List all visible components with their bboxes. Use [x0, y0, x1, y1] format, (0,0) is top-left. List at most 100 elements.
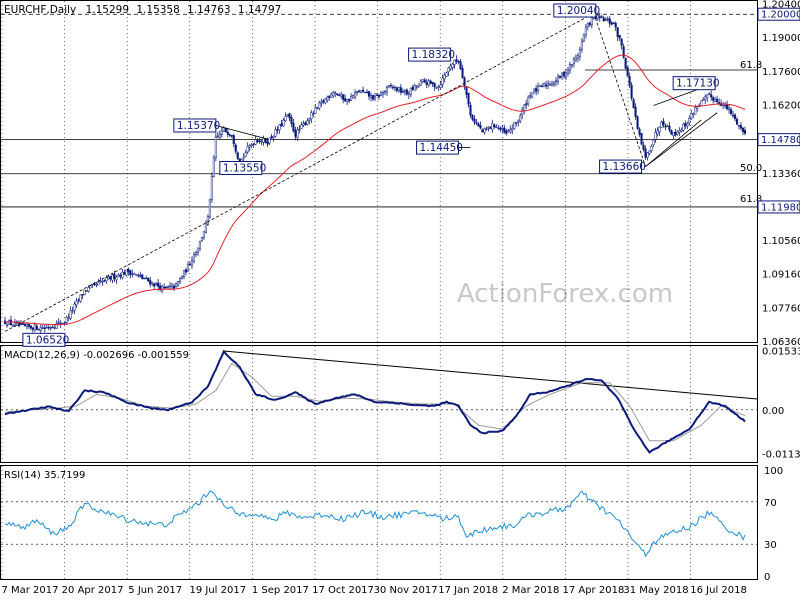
x-tick-label: 17 Jan 2018	[438, 585, 498, 596]
candle-body	[163, 287, 166, 289]
x-tick-label: 17 Apr 2018	[562, 585, 624, 596]
candle-body	[527, 97, 530, 104]
candle-body	[720, 103, 723, 106]
candle-body	[57, 321, 60, 324]
ohlc-close: 1.14797	[238, 4, 281, 16]
candle-body	[192, 254, 196, 262]
candle-body	[258, 140, 261, 142]
candle-body	[184, 269, 188, 273]
candle-body	[706, 94, 709, 99]
candle-body	[264, 138, 267, 143]
candle-body	[401, 91, 404, 93]
candle-body	[537, 85, 540, 91]
candle-body	[115, 276, 118, 281]
candle-body	[469, 104, 472, 116]
candle-body	[453, 60, 456, 65]
candle-body	[73, 303, 76, 311]
candle-body	[491, 123, 494, 130]
candle-body	[133, 273, 136, 275]
candle-body	[730, 109, 733, 115]
candle-body	[63, 322, 66, 324]
highlight-price-label: 1.14780	[761, 135, 800, 146]
candle-body	[165, 286, 168, 289]
x-tick-label: 31 May 2018	[623, 585, 688, 596]
candle-body	[465, 86, 468, 95]
candle-body	[379, 92, 383, 97]
candle-body	[694, 107, 697, 115]
candle-body	[682, 123, 685, 131]
candle-body	[708, 93, 711, 95]
candle-body	[477, 123, 480, 127]
candle-body	[584, 27, 587, 36]
candle-body	[588, 22, 591, 26]
candle-body	[173, 285, 176, 289]
candle-body	[123, 272, 126, 275]
candle-body	[467, 92, 470, 105]
price-labels: 1.20040 1.18320 1.17130 1.15370 1.14450 1.135…	[22, 3, 720, 347]
candle-body	[177, 281, 180, 286]
candle-body	[103, 280, 106, 282]
macd-line	[4, 349, 746, 454]
candle-body	[634, 106, 637, 117]
candle-body	[220, 130, 223, 135]
candle-body	[495, 126, 498, 128]
candle-body	[391, 86, 394, 89]
candle-body	[75, 300, 78, 306]
price-label-text: 1.13660	[603, 161, 646, 173]
candle-body	[550, 83, 554, 87]
rsi-tick-label: 70	[764, 498, 777, 509]
candle-body	[302, 123, 305, 126]
candle-body	[139, 274, 142, 277]
candle-body	[389, 84, 392, 87]
candle-body	[381, 92, 385, 95]
candle-body	[541, 85, 544, 88]
candle-body	[435, 87, 438, 89]
price-label: 1.20040	[553, 3, 600, 18]
candle-body	[67, 317, 70, 319]
candle-body	[734, 114, 737, 119]
candle-body	[680, 129, 683, 132]
candle-body	[5, 324, 9, 327]
candle-body	[393, 86, 396, 89]
candle-body	[69, 310, 72, 319]
candle-body	[358, 90, 361, 93]
candle-body	[179, 278, 182, 282]
candle-body	[230, 135, 233, 137]
macd-tick-label: -0.011344	[762, 450, 800, 461]
candle-body	[268, 137, 271, 144]
candle-body	[157, 282, 160, 287]
candle-body	[523, 104, 526, 111]
candle-body	[560, 72, 564, 77]
candle-body	[562, 71, 566, 77]
price-tick-label: 1.10560	[762, 236, 800, 247]
price-label-box	[22, 332, 66, 347]
candle-body	[83, 289, 86, 296]
candle-body	[503, 127, 506, 133]
candle-body	[616, 27, 619, 37]
highlight-price-box: 1.14780	[757, 133, 800, 147]
candle-body	[672, 132, 675, 137]
candle-body	[262, 138, 265, 143]
candle-body	[322, 100, 325, 103]
x-tick-label: 1 Sep 2017	[252, 585, 309, 596]
candle-body	[678, 130, 681, 133]
candle-body	[346, 99, 349, 103]
candle-body	[242, 156, 245, 159]
candle-body	[644, 148, 647, 158]
candle-body	[505, 130, 508, 134]
candle-body	[35, 325, 38, 330]
candle-body	[545, 84, 548, 87]
candle-body	[250, 144, 253, 146]
price-label: 1.13550	[219, 161, 266, 176]
candle-body	[684, 123, 687, 127]
candle-body	[99, 280, 102, 283]
price-label: 1.18320	[408, 47, 455, 62]
candle-body	[646, 152, 649, 158]
candle-body	[324, 98, 327, 104]
candle-body	[367, 91, 371, 97]
candle-body	[485, 128, 488, 130]
candle-body	[85, 290, 88, 292]
candle-body	[397, 87, 400, 91]
candle-body	[232, 135, 235, 145]
candle-body	[19, 323, 22, 326]
